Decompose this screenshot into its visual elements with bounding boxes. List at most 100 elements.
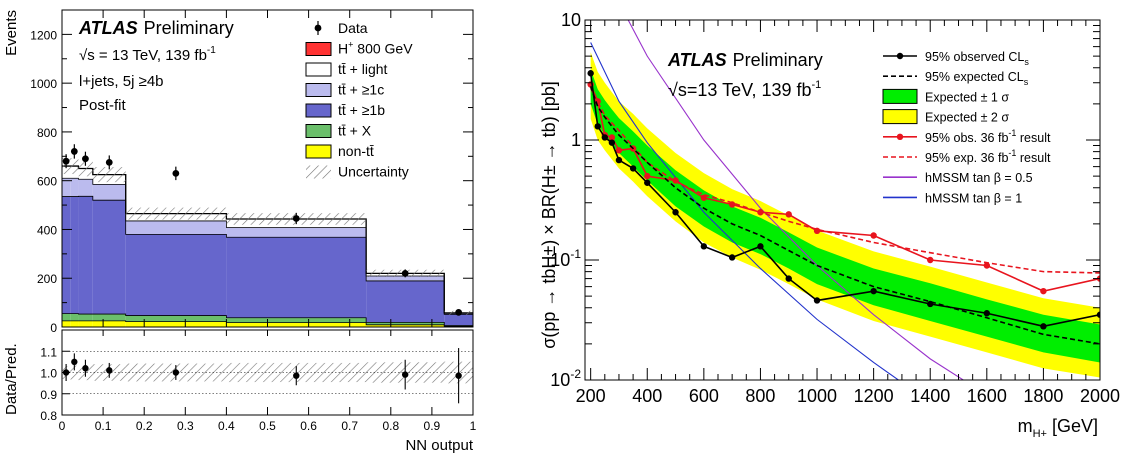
x-tick-label: 0.3: [177, 419, 194, 433]
stack-bin: [78, 320, 93, 327]
stack-bin: [92, 184, 126, 201]
legend-swatch: [882, 109, 918, 125]
legend-label: Expected ± 2 σ: [925, 111, 1009, 125]
y-tick-label: 400: [37, 223, 57, 237]
legend-label: hMSSM tan β = 0.5: [925, 171, 1033, 185]
ratio-point: [455, 372, 462, 379]
y-tick-label: 600: [37, 175, 57, 189]
legend-label-text: Data: [338, 20, 368, 36]
legend-label-text: Expected ± 2 σ: [925, 111, 1009, 125]
stack-bin: [444, 314, 473, 326]
x-tick-label: 1800: [1023, 386, 1063, 406]
legend-label: 95% expected CLs: [925, 70, 1029, 87]
data-point: [292, 215, 300, 222]
data-point: [401, 269, 409, 277]
observed-point: [983, 310, 991, 317]
y-tick-label: 1200: [30, 28, 57, 42]
legend-label-rest: result: [1016, 131, 1051, 145]
stack-bin: [78, 314, 93, 321]
left-legend: Data H+ 800 GeV tt̄ + light tt̄ + ≥1c tt̄ + …: [305, 20, 413, 180]
stack-bin: [125, 321, 227, 327]
x-tick-label: 0.2: [136, 419, 153, 433]
obs36-point: [757, 209, 764, 216]
observed-point: [608, 139, 616, 146]
stack-boundary: [62, 313, 473, 326]
obs36-point: [870, 232, 877, 239]
legend-swatch: [305, 83, 332, 97]
curve-expected: [589, 86, 1100, 345]
right-frame: [584, 19, 1101, 381]
legend-label: Expected ± 1 σ: [925, 90, 1009, 104]
fit-label: Post-fit: [79, 97, 127, 114]
x-tick-label: 0.6: [300, 419, 317, 433]
energy-text-right: √s=13 TeV, 139 fb: [668, 80, 812, 100]
y-tick-base: 10: [561, 10, 581, 30]
legend-label: tt̄ + ≥1c: [338, 82, 384, 98]
preliminary-text-right: Preliminary: [733, 50, 823, 70]
expected-bands: [590, 52, 1100, 378]
obs36-point: [672, 177, 679, 184]
legend-label: tt̄ + X: [338, 123, 372, 139]
obs36-point: [983, 262, 991, 269]
stack-bin: [78, 179, 93, 197]
y-tick-label: 200: [37, 272, 57, 286]
legend-label-text: hMSSM tan β = 0.5: [925, 171, 1033, 185]
ratio-tick-label: 0.8: [40, 409, 57, 423]
x-tick-label: 2000: [1080, 386, 1120, 406]
legend-label-text: Expected ± 1 σ: [925, 90, 1009, 104]
legend-label-text: hMSSM tan β = 1: [925, 191, 1022, 205]
legend-swatch: [305, 42, 332, 56]
observed-point: [629, 165, 637, 172]
legend-swatch: [305, 62, 332, 77]
preliminary-text: Preliminary: [144, 18, 234, 38]
ratio-tick-label: 0.9: [40, 388, 57, 402]
curve-hmssm-tb1: [590, 42, 900, 380]
legend-label-text: 95% expected CL: [925, 70, 1024, 84]
y-tick-label: 0: [50, 321, 57, 335]
stack-bin: [92, 320, 126, 327]
legend-label-text: 95% observed CL: [925, 50, 1024, 64]
y-tick-label: 10-2: [550, 367, 581, 390]
stack-bin: [226, 227, 367, 238]
stack-bin: [226, 322, 367, 327]
data-points: [62, 144, 463, 316]
energy-text: √s = 13 TeV, 139 fb: [79, 47, 207, 64]
legend-label-text: tt̄ + ≥1c: [338, 82, 384, 98]
legend-label: hMSSM tan β = 1: [925, 191, 1022, 205]
uncertainty-bin: [70, 158, 79, 174]
stack-bin: [125, 315, 227, 322]
obs36-point: [927, 256, 934, 264]
obs36-point: [785, 211, 792, 218]
x-tick-label: 0.9: [424, 419, 441, 433]
data-point: [105, 159, 113, 166]
legend-label-text: tt̄ + X: [338, 123, 372, 139]
observed-point: [587, 70, 594, 77]
legend-label-sub: s: [1024, 57, 1029, 67]
y-tick-label: 10-1: [550, 247, 581, 270]
stack-bin: [92, 314, 126, 321]
stack-bin: [226, 237, 367, 318]
x-tick-label: 600: [689, 386, 719, 406]
ratio-panel: [62, 348, 473, 404]
ratio-point: [82, 365, 89, 372]
stack-bin: [226, 317, 367, 323]
x-tick-label: 800: [745, 386, 775, 406]
energy-label-right: √s=13 TeV, 139 fb-1: [668, 79, 821, 100]
atlas-label-right: ATLAS Preliminary: [667, 50, 823, 70]
obs36-point: [700, 194, 708, 201]
stack-bin: [366, 322, 445, 325]
stack-bin: [70, 313, 79, 321]
legend-label: 95% exp. 36 fb-1 result: [925, 148, 1051, 165]
lumi-exponent: -1: [207, 45, 216, 56]
stack-bin: [366, 280, 445, 323]
ratio-point: [106, 367, 113, 374]
legend-label-text: 95% obs. 36 fb: [925, 131, 1008, 145]
y-tick-exp: -2: [570, 367, 581, 381]
uncertainty-bin: [125, 207, 227, 220]
band-1sigma: [590, 69, 1100, 363]
data-point: [62, 157, 70, 165]
legend-label-rest: 800 GeV: [353, 41, 413, 57]
legend-label-text: tt̄ + ≥1b: [338, 102, 385, 118]
